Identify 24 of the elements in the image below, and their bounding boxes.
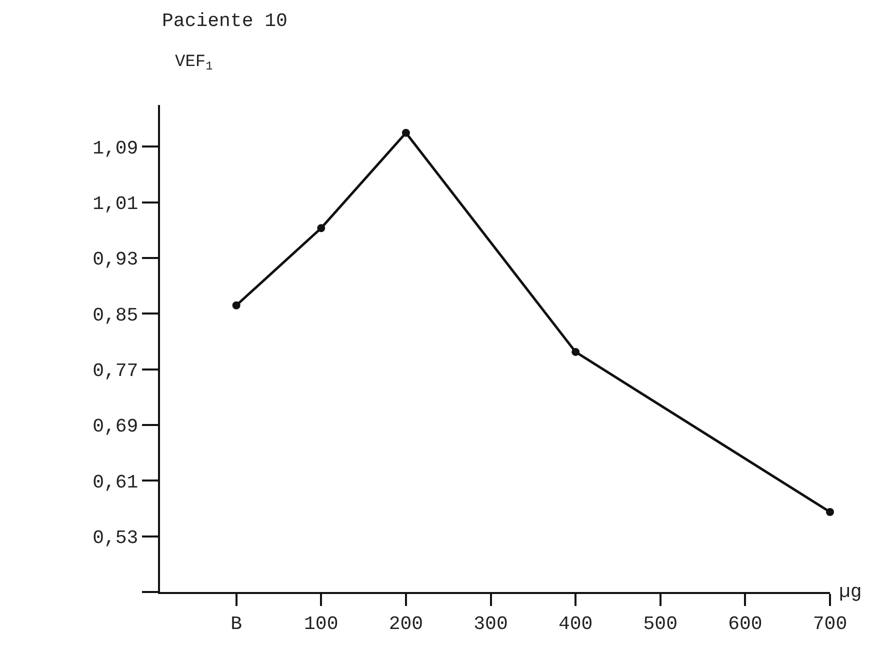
y-tick-label: 0,85 [92,304,138,326]
x-tick-label: 500 [643,612,678,635]
y-tick-label: 1,09 [92,137,138,160]
y-tick-label: 0,61 [92,471,138,494]
y-tick-label: 1,01 [92,193,138,216]
x-tick-label: 300 [474,612,508,635]
y-tick-label: 0,77 [92,360,138,382]
x-tick-label: B [230,612,242,635]
point [826,508,834,516]
y-axis-title: VEF$_{1}$ [175,53,213,74]
point [572,348,580,356]
x-tick-label: 400 [558,612,593,635]
x-axis-title: µg [839,581,862,603]
point [317,224,326,232]
y-tick-label: 0,53 [92,526,138,549]
x-tick-label: 100 [304,612,338,635]
y-tick-label: 0,69 [92,416,138,438]
x-tick-label: 200 [388,612,424,635]
chart-title: Paciente 10 [162,10,288,32]
point [402,128,410,137]
y-tick-label: 0,93 [92,248,138,271]
point [232,301,240,310]
x-tick-label: 700 [812,612,848,635]
x-tick-label: 600 [728,612,762,635]
